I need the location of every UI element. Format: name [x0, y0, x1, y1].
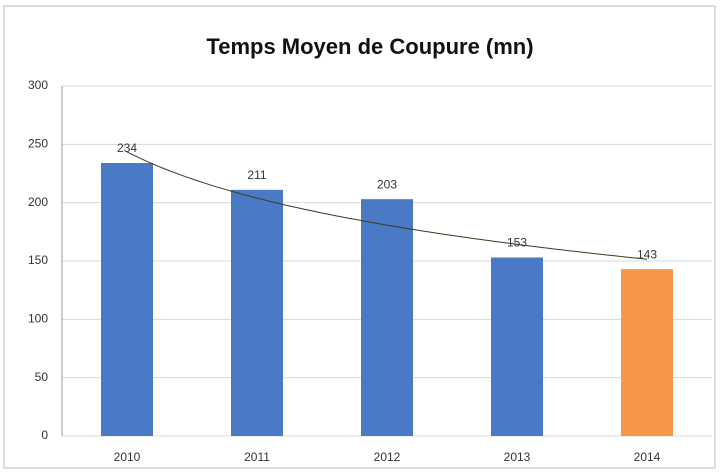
x-tick-label: 2012 — [374, 450, 401, 464]
data-label: 153 — [507, 236, 527, 250]
y-tick-label: 150 — [28, 253, 48, 267]
y-tick-label: 300 — [28, 78, 48, 92]
y-tick-label: 50 — [35, 370, 49, 384]
y-tick-label: 200 — [28, 195, 48, 209]
bar — [491, 257, 543, 436]
trendline — [126, 151, 648, 260]
x-tick-label: 2013 — [504, 450, 531, 464]
data-label: 143 — [637, 247, 657, 261]
y-tick-label: 100 — [28, 312, 48, 326]
x-tick-label: 2014 — [634, 450, 661, 464]
x-tick-label: 2010 — [114, 450, 141, 464]
bar — [361, 199, 413, 436]
chart-title: Temps Moyen de Coupure (mn) — [206, 34, 533, 59]
bar — [231, 189, 283, 436]
bar — [101, 163, 153, 436]
data-label: 234 — [117, 141, 137, 155]
data-label: 211 — [247, 168, 266, 182]
x-tick-label: 2011 — [244, 450, 270, 464]
y-tick-label: 0 — [41, 428, 48, 442]
data-label: 203 — [377, 177, 397, 191]
y-tick-label: 250 — [28, 137, 48, 151]
bar — [621, 269, 673, 436]
